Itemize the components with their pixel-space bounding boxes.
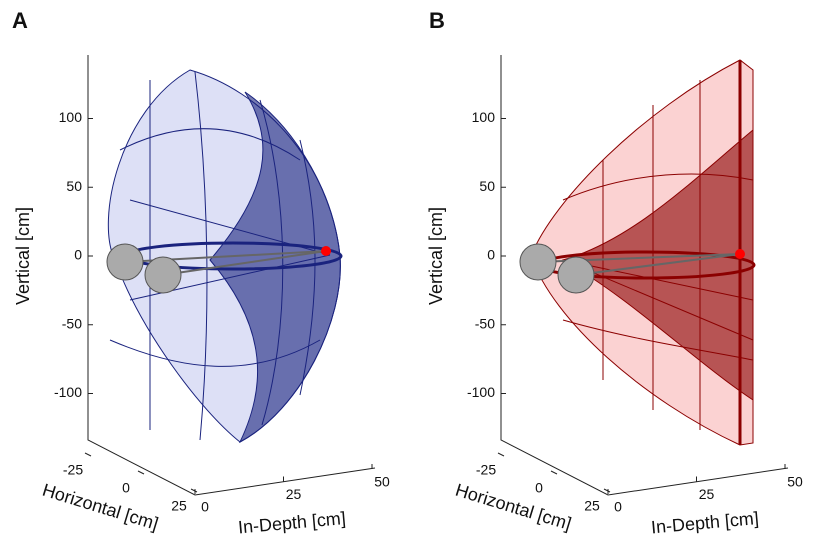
x-tick <box>550 470 558 475</box>
z-axis-label: Vertical [cm] <box>426 207 446 305</box>
x-tick-label: -25 <box>63 462 83 478</box>
axis-lines <box>500 55 789 496</box>
z-tick-label: 50 <box>479 178 495 194</box>
panel-label: B <box>429 8 445 33</box>
eye <box>557 256 595 294</box>
y-tick-label: 50 <box>374 474 390 490</box>
x-tick-label: 25 <box>171 498 187 514</box>
y-tick-label: 25 <box>286 486 302 502</box>
y-tick-label: 50 <box>787 474 803 490</box>
x-tick-label: 25 <box>584 498 600 514</box>
z-tick-label: -100 <box>467 384 495 400</box>
y-axis-label: In-Depth [cm] <box>237 508 346 537</box>
z-tick-label: 100 <box>59 109 83 125</box>
y-tick-label: 25 <box>699 486 715 502</box>
y-axis-label: In-Depth [cm] <box>650 508 759 537</box>
sightline <box>575 253 741 276</box>
x-axis-label: Horizontal [cm] <box>453 480 574 534</box>
panel: B Vertical [cm] Horizontal [cm] In-Depth… <box>426 8 803 538</box>
z-tick-label: -50 <box>475 315 495 331</box>
eye <box>519 243 557 281</box>
y-tick-label: 0 <box>614 499 622 515</box>
z-tick-label: 100 <box>472 109 496 125</box>
sightline <box>162 250 327 276</box>
z-axis-label: Vertical [cm] <box>13 207 33 305</box>
x-axis-label: Horizontal [cm] <box>40 480 161 534</box>
eye <box>144 256 182 294</box>
x-tick <box>190 488 198 493</box>
x-tick-label: 0 <box>535 480 543 496</box>
y-tick-label: 0 <box>201 499 209 515</box>
x-tick <box>84 452 92 457</box>
panel-label: A <box>12 8 28 33</box>
z-tick-label: 0 <box>74 247 82 263</box>
panel: A Vertical [cm] Horizontal [cm] In-Depth… <box>12 8 390 538</box>
axis-lines <box>87 55 376 496</box>
mesh-lines <box>109 71 331 441</box>
fixation-point <box>321 246 331 256</box>
eye <box>106 243 144 281</box>
fixation-point <box>735 249 745 259</box>
z-tick-label: 0 <box>487 247 495 263</box>
z-tick-label: -50 <box>62 315 82 331</box>
z-tick-label: -100 <box>54 384 82 400</box>
x-tick-label: 0 <box>122 480 130 496</box>
x-tick <box>603 488 611 493</box>
x-tick-label: -25 <box>476 462 496 478</box>
x-tick <box>497 452 505 457</box>
z-tick-label: 50 <box>66 178 82 194</box>
x-tick <box>137 470 145 475</box>
